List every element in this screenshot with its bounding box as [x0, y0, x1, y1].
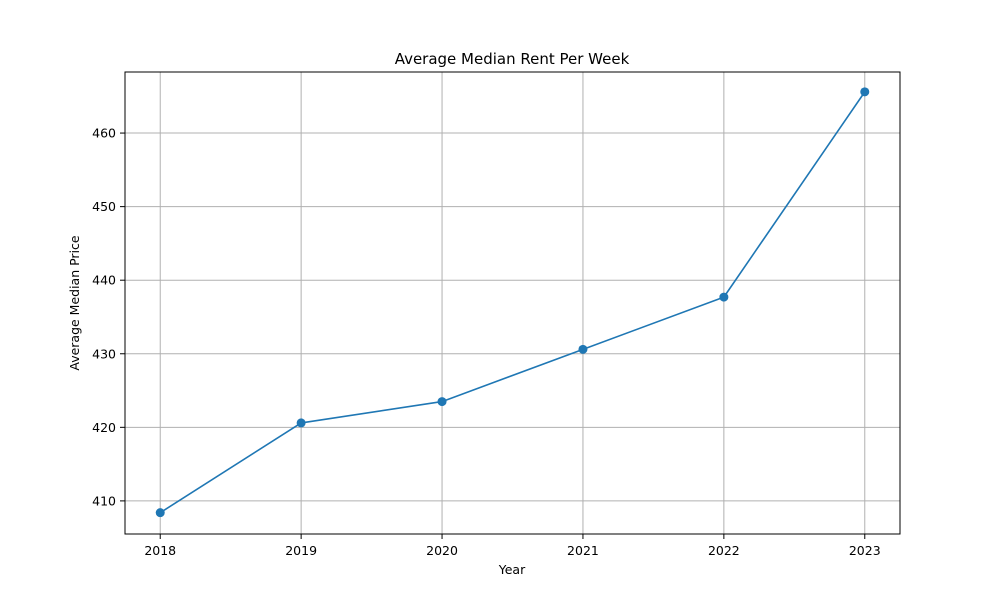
y-tick-label: 430 — [92, 346, 116, 361]
x-tick-label: 2019 — [285, 543, 317, 558]
y-tick-label: 460 — [92, 126, 116, 141]
y-tick-label: 420 — [92, 420, 116, 435]
data-point — [296, 418, 306, 428]
data-point — [155, 508, 165, 518]
x-axis-label: Year — [498, 562, 526, 577]
y-tick-label: 440 — [92, 273, 116, 288]
data-point — [860, 87, 870, 97]
x-tick-label: 2022 — [708, 543, 740, 558]
plot-frame — [124, 71, 901, 535]
x-axis: 2018 2019 2020 2021 2022 2023 — [144, 534, 881, 558]
y-axis: 410 420 430 440 450 460 — [92, 126, 125, 508]
y-tick-label: 450 — [92, 199, 116, 214]
series-layer — [155, 87, 870, 518]
y-axis-label: Average Median Price — [67, 235, 82, 371]
y-tick-label: 410 — [92, 493, 116, 508]
x-tick-label: 2018 — [144, 543, 176, 558]
chart-title: Average Median Rent Per Week — [395, 50, 630, 68]
x-tick-label: 2020 — [426, 543, 458, 558]
x-tick-label: 2021 — [567, 543, 599, 558]
data-point — [437, 397, 447, 407]
data-point — [578, 344, 588, 354]
series-line — [159, 91, 866, 514]
data-point — [719, 292, 729, 302]
x-tick-label: 2023 — [849, 543, 881, 558]
grid-lines — [125, 72, 900, 534]
